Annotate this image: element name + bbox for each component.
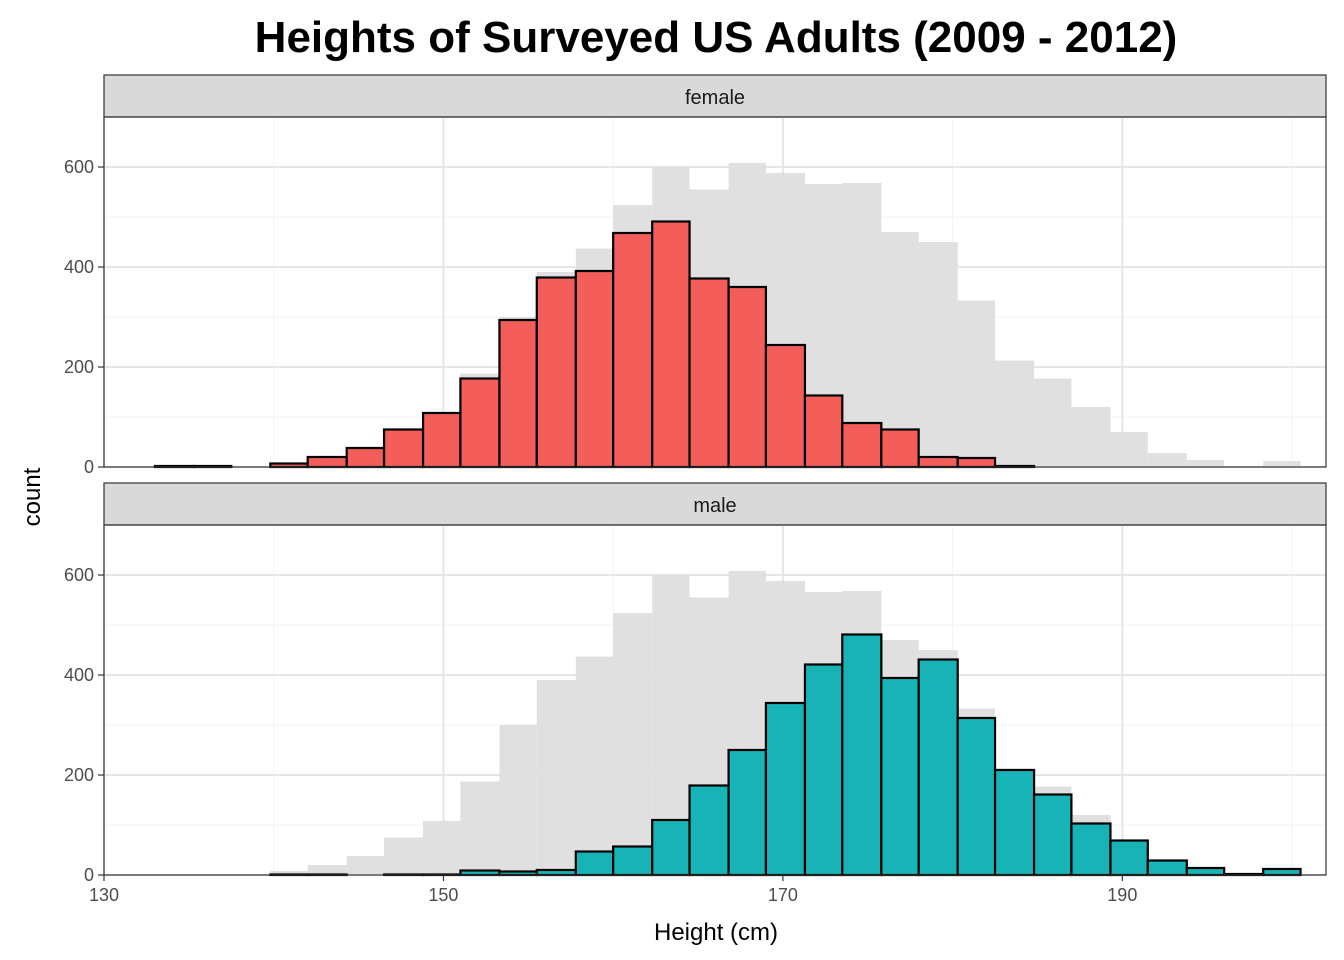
- bar-female: [803, 394, 844, 469]
- bar-male: [459, 869, 501, 877]
- background-bar: [957, 300, 996, 467]
- y-tick-label: 200: [64, 765, 94, 785]
- facet-strip-male: [103, 482, 1327, 526]
- y-tick-label: 400: [64, 257, 94, 277]
- bar-female: [651, 220, 691, 469]
- bar-female: [345, 446, 386, 469]
- bar-male: [1032, 793, 1073, 877]
- panel-border-female: [103, 116, 1327, 468]
- bar-male: [956, 716, 997, 877]
- y-axis-title: count: [19, 467, 46, 526]
- background-bar: [536, 680, 576, 875]
- background-bar: [1034, 378, 1072, 467]
- bar-female: [764, 343, 807, 469]
- background-bar: [842, 183, 882, 467]
- bar-male: [1146, 859, 1188, 877]
- bar-female: [574, 269, 615, 469]
- bar-female: [382, 428, 425, 469]
- bar-male: [1070, 822, 1112, 877]
- y-tick-label: 0: [84, 865, 94, 885]
- bar-male: [1262, 867, 1302, 877]
- bar-female: [688, 277, 730, 469]
- bar-male: [803, 663, 844, 877]
- y-tick-label: 200: [64, 357, 94, 377]
- facet-strip-label-female: female: [685, 87, 745, 109]
- background-bar: [499, 725, 537, 875]
- background-bar: [270, 871, 308, 875]
- bar-female: [917, 455, 959, 469]
- background-bar: [1186, 460, 1225, 467]
- bar-male: [880, 676, 920, 877]
- facet-panel-male: male 0 200 400 600: [64, 482, 1327, 885]
- background-bar: [423, 821, 461, 875]
- panel-border-male: [103, 524, 1327, 876]
- facet-panel-female: female 0 200 400 600: [64, 74, 1327, 477]
- bar-female: [306, 455, 348, 469]
- y-tick-label: 600: [64, 157, 94, 177]
- facet-strip-label-male: male: [693, 495, 736, 517]
- bar-female: [459, 377, 501, 469]
- bar-female: [841, 421, 883, 469]
- background-bar: [918, 242, 958, 467]
- bar-female: [727, 285, 768, 469]
- bar-male: [727, 748, 768, 877]
- background-bar: [1110, 432, 1148, 467]
- bar-male: [917, 658, 959, 877]
- chart-title: Heights of Surveyed US Adults (2009 - 20…: [255, 13, 1178, 62]
- y-tick-label: 0: [84, 457, 94, 477]
- x-tick-label: 150: [428, 885, 458, 905]
- x-axis: 130 150 170 190: [89, 875, 1137, 905]
- background-bar: [384, 837, 424, 875]
- bar-male: [688, 784, 730, 877]
- y-tick-label: 400: [64, 665, 94, 685]
- background-bar: [1263, 461, 1301, 467]
- bar-female: [880, 428, 920, 469]
- x-axis-title: Height (cm): [654, 919, 778, 946]
- background-bar: [613, 613, 653, 875]
- background-bar: [881, 232, 919, 467]
- background-bar: [1071, 407, 1111, 467]
- bar-male: [764, 701, 807, 877]
- bar-male: [574, 850, 615, 877]
- x-tick-label: 170: [768, 885, 798, 905]
- x-tick-label: 130: [89, 885, 119, 905]
- bar-male: [535, 868, 577, 877]
- background-bar: [1147, 453, 1187, 467]
- y-axis-female: 0 200 400 600: [64, 157, 104, 477]
- bar-female: [612, 231, 654, 469]
- y-axis-male: 0 200 400 600: [64, 565, 104, 885]
- bar-male: [651, 818, 691, 877]
- bar-female: [535, 276, 577, 469]
- bar-male: [1109, 839, 1149, 877]
- background-bar: [307, 865, 347, 875]
- bar-female: [956, 456, 997, 469]
- facet-strip-female: [103, 74, 1327, 118]
- background-bar: [460, 781, 500, 875]
- bar-male: [1185, 866, 1226, 877]
- bar-male: [841, 633, 883, 877]
- x-tick-label: 190: [1107, 885, 1137, 905]
- bar-female: [498, 318, 538, 469]
- background-bar: [995, 360, 1035, 467]
- background-bar: [346, 856, 385, 875]
- bar-male: [612, 845, 654, 877]
- y-tick-label: 600: [64, 565, 94, 585]
- bar-female: [421, 411, 462, 469]
- bar-male: [993, 768, 1036, 877]
- background-bar: [575, 656, 614, 875]
